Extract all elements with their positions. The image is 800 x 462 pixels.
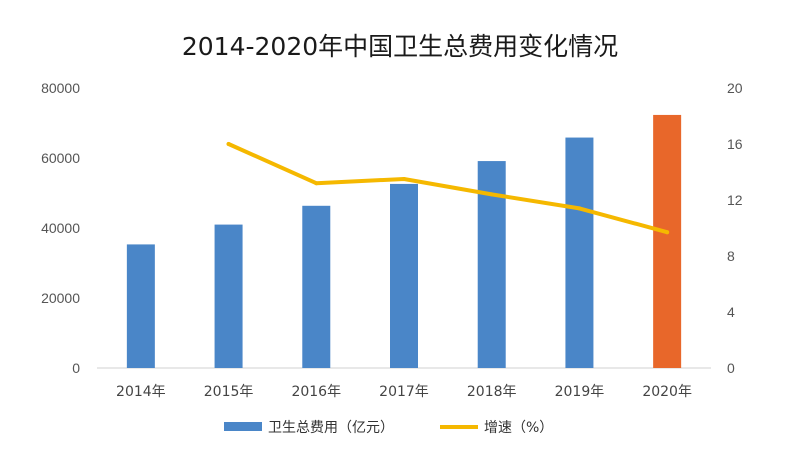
y-left-tick-label: 60000 (41, 150, 80, 166)
line-layer (226, 142, 670, 235)
line-point (402, 177, 406, 181)
x-tick-label: 2015年 (204, 384, 254, 400)
y-left-tick-label: 0 (72, 360, 80, 376)
x-tick-label: 2016年 (291, 384, 341, 400)
bars-layer (126, 114, 682, 368)
bar (126, 244, 155, 368)
line-point (226, 142, 231, 146)
legend: 卫生总费用（亿元） 增速（%） (224, 420, 553, 436)
bar (653, 114, 682, 368)
chart-title: 2014-2020年中国卫生总费用变化情况 (182, 32, 618, 61)
x-tick-label: 2019年 (555, 384, 605, 400)
bar (390, 183, 418, 368)
y-right-tick-label: 12 (727, 192, 743, 208)
x-tick-label: 2020年 (642, 384, 692, 400)
line-point (314, 181, 319, 186)
axes: 0 20000 40000 60000 80000 0 4 8 12 16 20 2014年 2015年… (41, 80, 743, 400)
x-tick-label: 2017年 (379, 384, 429, 400)
bar (302, 205, 331, 368)
x-tick-label: 2018年 (467, 384, 517, 400)
y-right-tick-label: 4 (727, 304, 735, 320)
y-right-tick-label: 16 (727, 136, 743, 152)
y-left-tick-label: 40000 (41, 220, 80, 236)
legend-swatch-bar (224, 422, 262, 431)
y-right-tick-label: 0 (727, 360, 735, 376)
series-line-growth (226, 142, 670, 235)
y-left-tick-label: 20000 (41, 290, 80, 306)
y-right-tick-label: 20 (727, 80, 743, 96)
x-tick-label: 2014年 (116, 384, 166, 400)
line-point (577, 206, 582, 211)
line-point (489, 192, 494, 197)
y-left-tick-label: 80000 (41, 80, 80, 96)
bar (565, 137, 594, 368)
y-right-tick-label: 8 (727, 248, 735, 264)
legend-label-line: 增速（%） (484, 420, 553, 436)
legend-label-bar: 卫生总费用（亿元） (268, 420, 394, 436)
bar (214, 224, 243, 368)
line-point (665, 230, 670, 235)
